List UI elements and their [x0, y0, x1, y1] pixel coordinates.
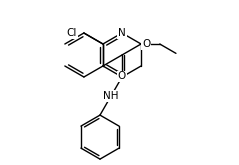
Text: O: O — [142, 39, 150, 49]
Text: N: N — [118, 28, 126, 38]
Text: NH: NH — [103, 91, 119, 101]
Text: O: O — [118, 71, 126, 81]
Text: Cl: Cl — [66, 28, 77, 38]
